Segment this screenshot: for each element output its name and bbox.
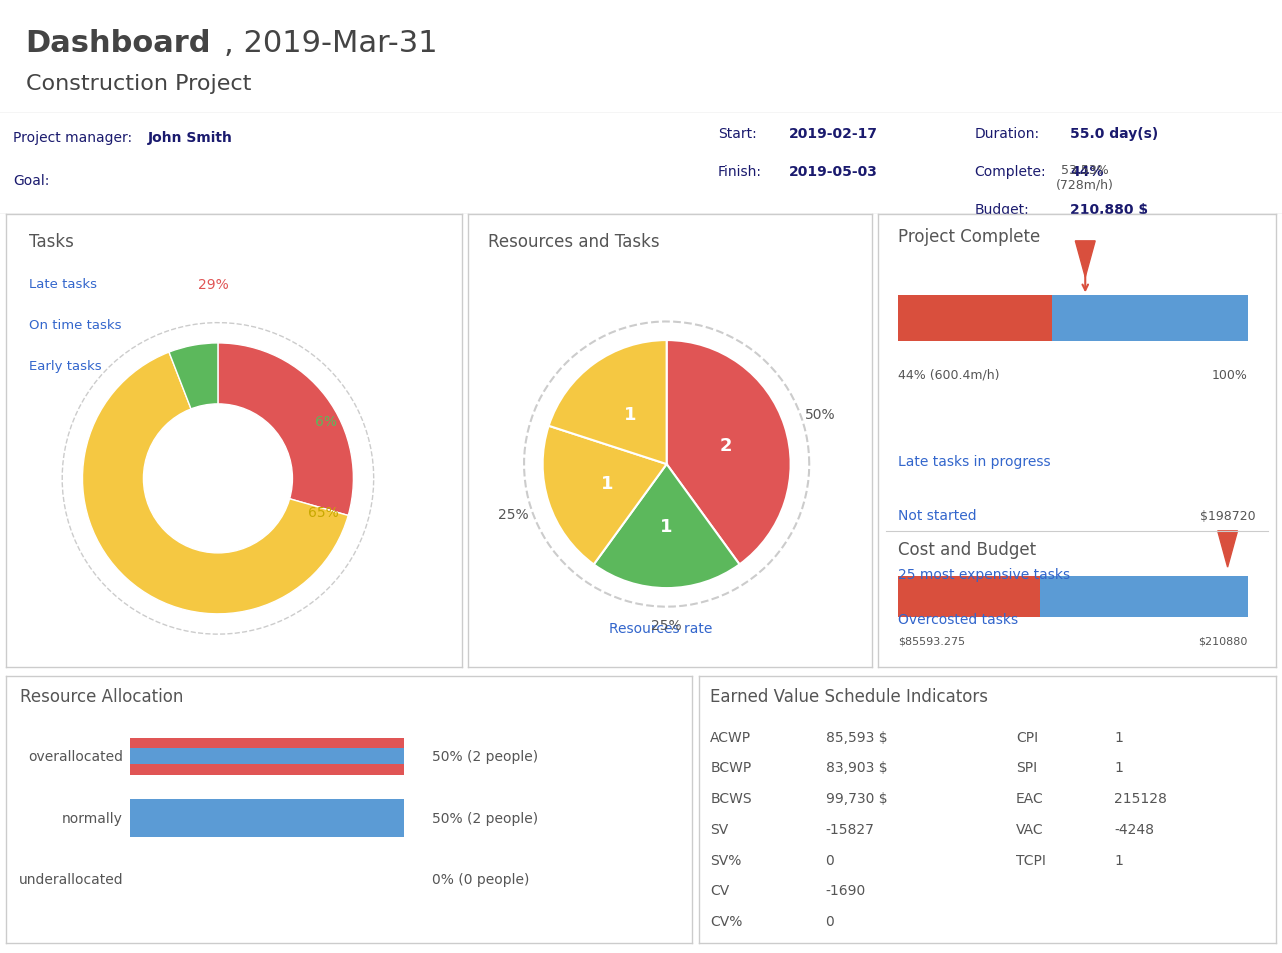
Text: 50% (2 people): 50% (2 people) — [432, 750, 537, 763]
Text: 215128: 215128 — [1114, 791, 1167, 805]
Text: 1: 1 — [1114, 730, 1123, 744]
Wedge shape — [82, 353, 349, 614]
Text: John Smith: John Smith — [147, 132, 232, 145]
Text: 99,730 $: 99,730 $ — [826, 791, 887, 805]
Text: CPI: CPI — [1017, 730, 1038, 744]
Wedge shape — [218, 344, 354, 516]
Text: BCWS: BCWS — [710, 791, 751, 805]
Text: 11: 11 — [179, 501, 201, 517]
Text: $198720: $198720 — [1200, 509, 1255, 522]
Text: Late tasks in progress: Late tasks in progress — [897, 455, 1051, 468]
Text: SV: SV — [710, 822, 728, 836]
Wedge shape — [542, 426, 667, 565]
Text: 2019-02-17: 2019-02-17 — [788, 127, 877, 140]
Text: On time tasks: On time tasks — [29, 318, 122, 332]
Text: 0% (0 people): 0% (0 people) — [432, 872, 529, 886]
Bar — [1053, 296, 1247, 341]
Wedge shape — [667, 341, 791, 565]
Text: Overcosted tasks: Overcosted tasks — [897, 613, 1018, 627]
Text: 0: 0 — [826, 853, 835, 866]
Text: Duration:: Duration: — [974, 127, 1040, 140]
Text: -4248: -4248 — [1114, 822, 1154, 836]
Text: , 2019-Mar-31: , 2019-Mar-31 — [224, 29, 438, 57]
Text: 210,880 $: 210,880 $ — [1070, 203, 1149, 216]
Text: CV%: CV% — [710, 914, 742, 928]
Bar — [1040, 577, 1247, 618]
Polygon shape — [1218, 532, 1237, 568]
Polygon shape — [1076, 242, 1095, 278]
Text: 25 most expensive tasks: 25 most expensive tasks — [897, 568, 1070, 581]
Text: 50%: 50% — [805, 408, 836, 422]
Text: Complete:: Complete: — [974, 165, 1046, 178]
Text: normally: normally — [62, 811, 123, 825]
Text: Dashboard: Dashboard — [26, 29, 212, 57]
Text: Start:: Start: — [718, 127, 756, 140]
Text: VAC: VAC — [1017, 822, 1044, 836]
Text: 100%: 100% — [1211, 369, 1247, 381]
Text: -1690: -1690 — [826, 883, 865, 898]
Text: 1: 1 — [1114, 853, 1123, 866]
Text: $210880: $210880 — [1199, 636, 1247, 645]
Text: 2019-05-03: 2019-05-03 — [788, 165, 877, 178]
Text: 1: 1 — [624, 405, 636, 423]
Text: Cost and Budget: Cost and Budget — [897, 540, 1036, 558]
Circle shape — [144, 404, 292, 554]
Text: underallocated: underallocated — [18, 872, 123, 886]
Text: overallocated: overallocated — [28, 750, 123, 763]
Text: 25%: 25% — [497, 507, 528, 521]
Text: 44% (600.4m/h): 44% (600.4m/h) — [897, 369, 1000, 381]
Text: TCPI: TCPI — [1017, 853, 1046, 866]
Text: $85593.275: $85593.275 — [897, 636, 965, 645]
Bar — [129, 749, 404, 764]
Text: SV%: SV% — [710, 853, 741, 866]
Wedge shape — [594, 465, 740, 588]
Text: 0: 0 — [826, 914, 835, 928]
Text: 1: 1 — [205, 432, 215, 446]
Text: Tasks: Tasks — [29, 233, 74, 251]
Text: 85,593 $: 85,593 $ — [826, 730, 887, 744]
Bar — [129, 738, 404, 776]
Text: 44%: 44% — [1070, 165, 1104, 178]
Wedge shape — [549, 341, 667, 465]
Text: 6%: 6% — [315, 416, 337, 429]
Text: 1: 1 — [660, 517, 673, 536]
Wedge shape — [169, 344, 218, 478]
Text: 29%: 29% — [197, 278, 228, 292]
Bar — [129, 800, 404, 837]
Text: EAC: EAC — [1017, 791, 1044, 805]
Text: 53.53%
(728m/h): 53.53% (728m/h) — [1056, 164, 1114, 192]
Text: 1: 1 — [1114, 760, 1123, 775]
Text: Not started: Not started — [897, 509, 977, 522]
Bar — [897, 577, 1040, 618]
Text: Earned Value Schedule Indicators: Earned Value Schedule Indicators — [710, 687, 988, 705]
Text: Construction Project: Construction Project — [26, 74, 251, 94]
Text: 1: 1 — [601, 475, 614, 493]
Text: 25%: 25% — [651, 618, 682, 633]
Text: 5: 5 — [245, 447, 255, 462]
Text: SPI: SPI — [1017, 760, 1037, 775]
Text: BCWP: BCWP — [710, 760, 751, 775]
Text: ACWP: ACWP — [710, 730, 751, 744]
Text: Project Complete: Project Complete — [897, 228, 1040, 246]
Text: -15827: -15827 — [826, 822, 874, 836]
Text: 55.0 day(s): 55.0 day(s) — [1070, 127, 1159, 140]
Text: Late tasks: Late tasks — [29, 278, 97, 291]
Text: Finish:: Finish: — [718, 165, 762, 178]
Text: Resources and Tasks: Resources and Tasks — [488, 233, 660, 251]
Text: Project manager:: Project manager: — [13, 132, 136, 145]
Text: 65%: 65% — [308, 506, 338, 519]
Text: Goal:: Goal: — [13, 174, 49, 188]
Text: 83,903 $: 83,903 $ — [826, 760, 887, 775]
Text: 50% (2 people): 50% (2 people) — [432, 811, 537, 825]
Bar — [897, 296, 1053, 341]
Text: Resources rate: Resources rate — [609, 621, 713, 636]
Text: Resource Allocation: Resource Allocation — [21, 687, 183, 705]
Text: CV: CV — [710, 883, 729, 898]
Text: Budget:: Budget: — [974, 203, 1029, 216]
Text: Early tasks: Early tasks — [29, 359, 101, 373]
Text: 2: 2 — [719, 436, 732, 455]
